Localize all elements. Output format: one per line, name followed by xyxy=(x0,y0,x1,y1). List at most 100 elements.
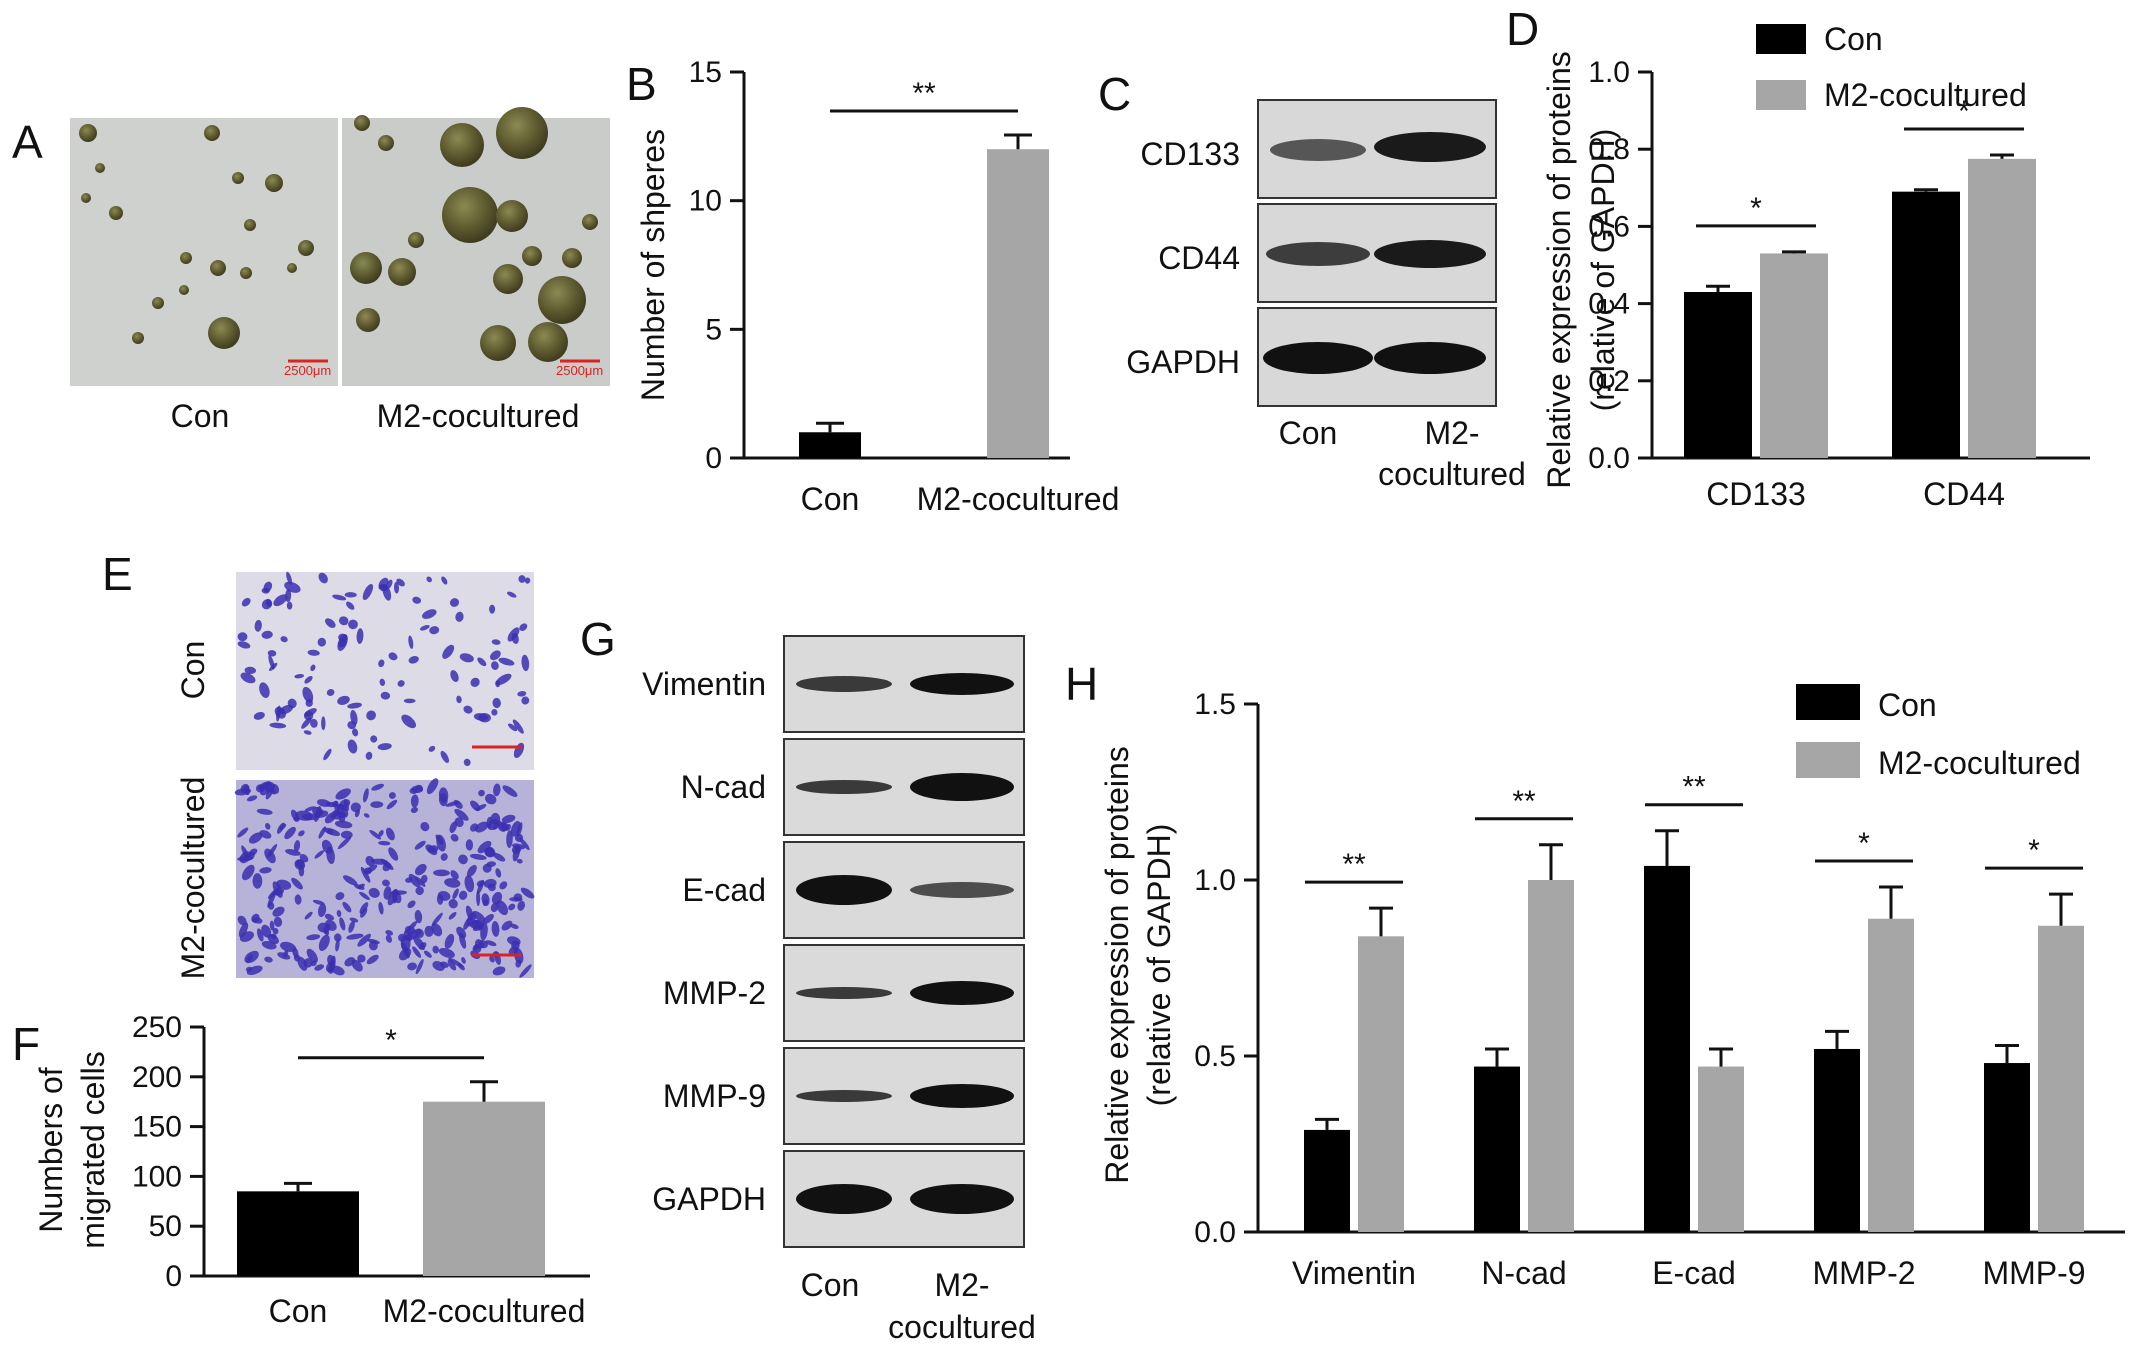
cell xyxy=(472,943,479,952)
bar-con xyxy=(1644,865,1690,1232)
cell xyxy=(239,931,254,942)
cell xyxy=(408,656,419,664)
cell xyxy=(259,682,270,698)
blot-g: Vimentin N-cad E-cad MMP-2 MMP-9 GAPDH Con M2- c… xyxy=(642,635,1036,1345)
cell xyxy=(404,925,416,935)
cell xyxy=(354,884,365,890)
cell xyxy=(464,875,475,893)
cell xyxy=(456,695,462,704)
cell xyxy=(491,709,498,716)
cell xyxy=(440,853,448,861)
cell xyxy=(237,827,249,838)
cell xyxy=(362,583,374,601)
significance-label: * xyxy=(1858,827,1870,860)
y-axis-label: Relative expression of proteins xyxy=(1099,746,1135,1184)
cell xyxy=(325,618,336,628)
spheroid xyxy=(132,332,144,344)
cell xyxy=(293,840,301,852)
spheroid xyxy=(354,115,370,131)
cell xyxy=(304,806,316,812)
cell xyxy=(274,706,286,719)
cell xyxy=(426,576,432,583)
cell xyxy=(429,626,440,635)
cell xyxy=(477,657,487,667)
scale-label-m2: 2500μm xyxy=(556,363,603,378)
y-tick-label: 1.0 xyxy=(1588,56,1630,89)
cell xyxy=(493,783,501,797)
legend-label: M2-cocultured xyxy=(1824,77,2027,113)
cell xyxy=(491,921,500,937)
cell xyxy=(458,890,468,900)
panel-letter-e: E xyxy=(102,548,133,600)
x-category-label: M2-cocultured xyxy=(917,481,1120,517)
cell xyxy=(480,922,488,941)
panel-letter: B xyxy=(626,58,657,110)
blot-lane-label: M2- xyxy=(934,1267,989,1303)
cell xyxy=(370,801,384,809)
cell xyxy=(388,792,396,799)
blot-row-label: GAPDH xyxy=(652,1181,766,1217)
cell xyxy=(517,900,526,911)
blot-label-cd44: CD44 xyxy=(1158,240,1240,276)
band xyxy=(1263,342,1373,374)
cell xyxy=(365,855,375,867)
cell xyxy=(489,604,496,614)
chart-b: B 0 5 10 15 Number of shperes Con M2-cocultured… xyxy=(626,56,1119,517)
band xyxy=(910,673,1014,695)
panel-letter: H xyxy=(1065,658,1098,710)
x-category-label: CD44 xyxy=(1923,476,2005,512)
cell xyxy=(447,959,457,971)
cell xyxy=(273,594,288,607)
cell xyxy=(352,728,359,737)
cell xyxy=(356,628,364,644)
cell xyxy=(348,619,358,630)
cell xyxy=(519,964,532,978)
cell xyxy=(521,696,530,705)
cell xyxy=(286,571,293,585)
cell xyxy=(415,886,424,895)
migration-image-con xyxy=(236,572,534,770)
cell xyxy=(520,887,535,899)
blot-label-cd133: CD133 xyxy=(1140,136,1240,172)
cell xyxy=(405,877,413,883)
spheroid xyxy=(496,107,548,159)
cell xyxy=(237,915,247,926)
spheroid xyxy=(356,308,380,332)
cell xyxy=(385,579,393,590)
cell xyxy=(317,903,327,918)
y-tick-label: 10 xyxy=(689,185,722,218)
x-category-label: MMP-9 xyxy=(1982,1255,2085,1291)
cell xyxy=(509,896,523,902)
cell xyxy=(485,793,497,805)
cell xyxy=(461,957,466,964)
cell xyxy=(432,945,440,954)
chart-d: D 0.0 0.2 0.4 0.6 0.8 1.0 Relative expression o… xyxy=(1506,3,2090,512)
cell xyxy=(431,923,443,937)
cell xyxy=(251,917,263,924)
cell xyxy=(326,689,335,696)
cell xyxy=(324,929,330,936)
cell xyxy=(420,821,430,832)
cell xyxy=(312,899,325,905)
cell xyxy=(331,800,339,808)
cell xyxy=(492,852,506,862)
cell xyxy=(304,911,313,920)
panel-letter-a: A xyxy=(12,116,43,168)
lane-label-con-c: Con xyxy=(1279,415,1338,451)
cell xyxy=(482,914,494,924)
cell xyxy=(330,811,347,820)
blot-row-label: Vimentin xyxy=(642,666,766,702)
y-axis-label: Numbers of xyxy=(33,1067,69,1233)
cell xyxy=(515,959,522,968)
panel-letter-g: G xyxy=(580,613,616,665)
bar-m2 xyxy=(987,149,1049,458)
cell xyxy=(244,666,256,675)
cell xyxy=(496,900,509,916)
significance-label: * xyxy=(2028,834,2040,867)
cell xyxy=(362,788,369,803)
spheroid xyxy=(480,325,516,361)
cell xyxy=(408,635,414,649)
cell xyxy=(448,911,457,920)
cell xyxy=(259,867,272,874)
cell xyxy=(466,912,477,927)
